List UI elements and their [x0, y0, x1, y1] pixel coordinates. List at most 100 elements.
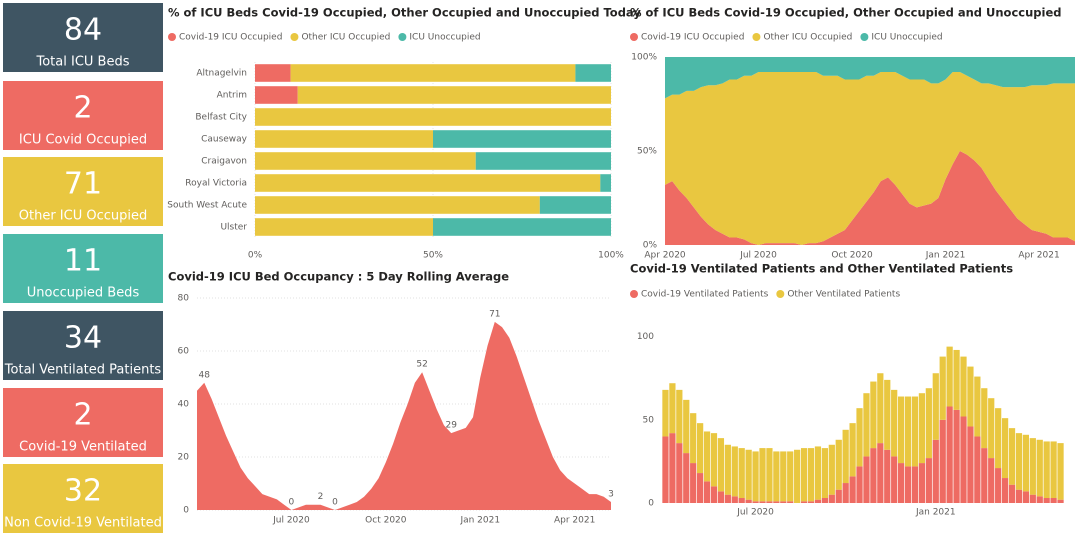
card-background — [3, 157, 163, 226]
bar — [849, 476, 856, 503]
bar — [974, 376, 981, 437]
area — [197, 321, 611, 510]
area — [665, 151, 1075, 245]
bar-segment — [255, 174, 601, 192]
bar — [766, 501, 773, 503]
bar — [891, 389, 898, 457]
legend-swatch — [860, 33, 869, 41]
bar — [814, 446, 822, 500]
chart-title: % of ICU Beds Covid-19 Occupied, Other O… — [168, 6, 641, 20]
x-tick-label: Oct 2020 — [831, 251, 873, 261]
bar — [669, 433, 676, 503]
y-tick-label: 100% — [631, 53, 657, 63]
bar-segment — [255, 130, 433, 148]
bar — [703, 431, 711, 482]
bar — [967, 366, 974, 427]
bar — [703, 481, 711, 503]
x-tick-label: Jan 2021 — [459, 516, 500, 526]
kpi-card: 71 Other ICU Occupied — [3, 157, 163, 226]
x-tick-label: Jul 2020 — [736, 508, 774, 518]
bar — [1001, 418, 1009, 479]
bar — [759, 501, 766, 503]
legend-label: Other Ventilated Patients — [787, 290, 900, 300]
y-tick-label: 100 — [637, 332, 654, 342]
y-tick-label: 20 — [178, 453, 190, 463]
card-value: 84 — [64, 13, 102, 48]
y-tick-label: 50% — [637, 147, 657, 157]
bar — [842, 483, 849, 503]
x-tick-label: Jan 2021 — [915, 508, 956, 518]
bar-segment — [575, 64, 611, 82]
bar — [898, 463, 905, 503]
bar — [1057, 499, 1064, 503]
bar — [1036, 496, 1043, 503]
bar-segment — [433, 130, 611, 148]
bar — [995, 408, 1002, 469]
card-label: ICU Covid Occupied — [19, 133, 147, 148]
bar — [662, 389, 669, 437]
bar — [794, 449, 801, 503]
x-tick-label: Apr 2021 — [554, 516, 595, 526]
bar — [1036, 439, 1043, 497]
bar — [745, 449, 752, 500]
card-label: Unoccupied Beds — [27, 286, 140, 301]
x-tick-label: Jan 2021 — [925, 251, 966, 261]
bar — [974, 436, 981, 503]
x-tick-label: Oct 2020 — [365, 516, 407, 526]
bar — [724, 494, 731, 503]
legend-label: ICU Unoccupied — [409, 33, 480, 43]
legend-label: Other ICU Occupied — [763, 33, 852, 43]
bar — [842, 429, 849, 484]
bar — [676, 443, 683, 503]
bar — [932, 439, 939, 503]
bar — [911, 466, 919, 503]
y-tick-label: Craigavon — [201, 157, 247, 167]
bar — [683, 453, 690, 503]
y-tick-label: Antrim — [217, 91, 247, 101]
card-background — [3, 3, 163, 72]
bar — [1050, 441, 1057, 499]
card-label: Total ICU Beds — [36, 55, 130, 70]
chart-title: % of ICU Beds Covid-19 Occupied, Other O… — [630, 6, 1061, 20]
x-tick-label: Apr 2020 — [644, 251, 686, 261]
bar — [918, 463, 926, 503]
bar — [662, 436, 669, 503]
bar — [1015, 489, 1023, 503]
bar — [946, 406, 953, 503]
kpi-card: 84 Total ICU Beds — [3, 3, 163, 72]
bar — [911, 396, 919, 467]
bar — [773, 451, 780, 502]
bar — [1050, 498, 1057, 503]
bar — [1029, 494, 1036, 503]
bar — [884, 449, 891, 503]
y-tick-label: 0 — [183, 506, 189, 516]
bar — [717, 491, 725, 503]
card-label: Covid-19 Ventilated — [19, 440, 147, 455]
bar — [939, 356, 946, 420]
data-label: 3 — [608, 490, 614, 500]
bar — [884, 379, 891, 450]
bar — [697, 423, 704, 474]
bar-segment — [290, 64, 576, 82]
bar — [669, 383, 676, 434]
y-tick-label: 0% — [643, 241, 658, 251]
bar — [835, 439, 842, 490]
chart-title: Covid-19 ICU Bed Occupancy : 5 Day Rolli… — [168, 270, 509, 284]
card-value: 11 — [64, 244, 102, 279]
legend-swatch — [776, 290, 785, 298]
data-label: 2 — [318, 492, 324, 502]
bar — [1057, 443, 1064, 500]
bar — [731, 446, 738, 497]
kpi-card: 2 Covid-19 Ventilated — [3, 388, 163, 457]
bar — [995, 468, 1002, 503]
bar — [710, 433, 718, 487]
bar — [766, 448, 773, 502]
legend-swatch — [168, 33, 176, 41]
bar — [953, 409, 960, 503]
bar — [821, 498, 828, 503]
bar-segment — [475, 152, 611, 170]
x-tick-label: 50% — [423, 251, 443, 261]
bar — [752, 501, 759, 503]
bar — [683, 399, 690, 454]
